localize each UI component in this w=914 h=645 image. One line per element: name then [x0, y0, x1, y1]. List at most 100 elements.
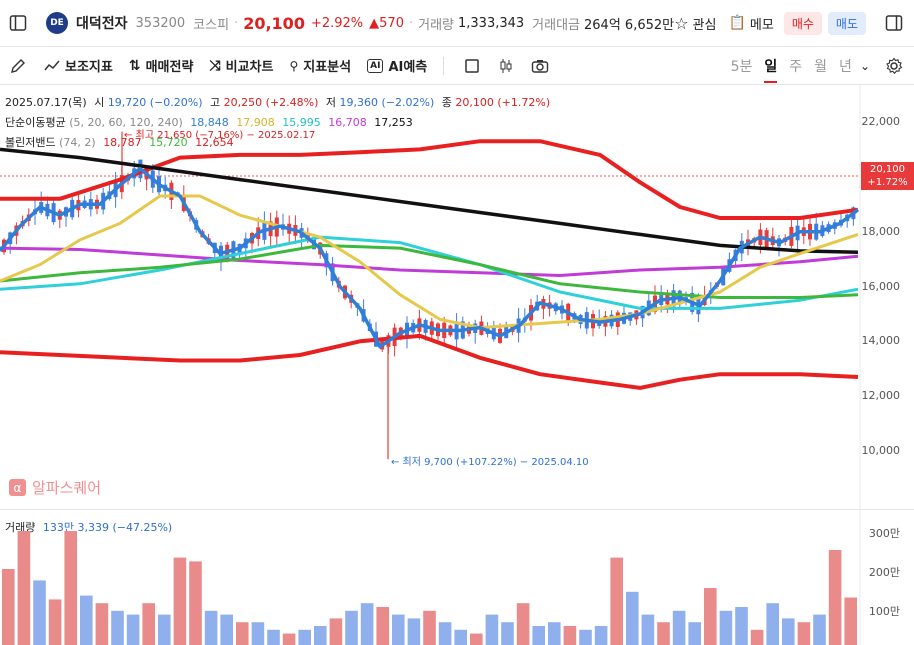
vol-tick-300: 300만	[868, 527, 900, 540]
amount-label: 거래대금	[532, 17, 581, 33]
volume-divider	[0, 509, 914, 510]
volume-bar	[220, 614, 233, 645]
indicators-label: 보조지표	[65, 60, 113, 75]
volume-bar	[438, 622, 452, 645]
top-bar: DE 대덕전자 353200 코스피 · 20,100 +2.92% ▲570 …	[0, 0, 914, 47]
volume-bar	[392, 614, 405, 645]
strategy-button[interactable]: ⇅ 매매전략	[128, 56, 194, 76]
volume-bar	[17, 531, 31, 645]
series-line-lower	[0, 333, 859, 390]
volume-bar	[329, 618, 343, 645]
volume-bar	[298, 629, 311, 645]
bb-label: 볼린저밴드	[5, 136, 56, 149]
bb-legend: 볼린저밴드 (74, 2) 18,787 15,720 12,654	[5, 134, 234, 150]
sidebar-toggle-icon[interactable]	[2, 7, 34, 39]
volume-bar	[236, 622, 249, 645]
memo-icon: 📋	[728, 15, 746, 31]
volume-bar	[454, 629, 467, 645]
buy-button[interactable]: 매수	[783, 11, 822, 35]
ai-button[interactable]: AI AI예측	[367, 56, 427, 75]
camera-icon[interactable]	[524, 50, 556, 82]
y-tick-label: 16,000	[861, 279, 901, 293]
change-amt: ▲570	[369, 15, 404, 31]
volume-bar	[423, 610, 436, 645]
volume-bar	[111, 610, 124, 645]
alpha-logo-icon: α	[9, 479, 26, 496]
open-label: 시	[94, 96, 105, 109]
volume-bar	[189, 561, 202, 645]
period-5min[interactable]: 5분	[730, 58, 753, 75]
volume-panel-value: 133만 3,339 (−47.25%)	[42, 521, 173, 534]
price-tag-price: 20,100	[870, 164, 905, 175]
volume-chart[interactable]	[0, 510, 914, 645]
y-tick-label: 18,000	[861, 224, 901, 238]
strategy-label: 매매전략	[145, 60, 194, 75]
volume-bar	[594, 626, 608, 645]
volume-bar	[828, 550, 842, 645]
binoculars-icon: ⚲	[289, 58, 299, 73]
volume-bar	[360, 603, 374, 645]
volume-bar	[719, 610, 733, 645]
volume-bar	[142, 603, 155, 645]
price-chart[interactable]	[0, 85, 914, 509]
ohlc-legend: 2025.07.17(목) 시 19,720 (−0.20%) 고 20,250…	[5, 94, 550, 110]
market-name: 코스피	[193, 17, 230, 33]
series-line-60	[0, 235, 859, 310]
period-day[interactable]: 일	[764, 56, 778, 83]
y-tick-label: 22,000	[861, 115, 901, 128]
candle-icon[interactable]	[490, 50, 522, 82]
low-label: 저	[325, 96, 337, 109]
ma-legend: 단순이동평균 (5, 20, 60, 120, 240) 18,848 17,9…	[5, 114, 413, 130]
divider	[443, 56, 445, 75]
y-tick-label: 12,000	[861, 389, 901, 403]
y-tick-label: 10,000	[861, 444, 901, 457]
legend-date: 2025.07.17(목)	[5, 96, 87, 109]
period-week[interactable]: 주	[789, 58, 803, 75]
compare-button[interactable]: ⤨ 비교차트	[209, 56, 273, 76]
volume-bar	[485, 614, 499, 645]
period-year[interactable]: 년	[839, 58, 852, 75]
stock-name: 대덕전자	[76, 16, 128, 32]
square-icon[interactable]	[456, 50, 488, 82]
volume-bar	[126, 614, 140, 645]
volume-bar	[158, 614, 171, 645]
current-price-tag: 20,100 +1.72%	[861, 162, 914, 190]
ma5-value: 18,848	[190, 116, 229, 129]
volume-bar	[204, 610, 218, 645]
volume-legend: 거래량 133만 3,339 (−47.25%)	[5, 519, 172, 535]
volume-bar	[80, 595, 93, 645]
volume-bar	[813, 614, 826, 645]
bb-lower-value: 12,654	[195, 136, 234, 149]
series-line-240	[0, 147, 859, 254]
sort-arrows-icon: ⇅	[128, 57, 141, 74]
chevron-down-icon[interactable]: ⌄	[859, 58, 870, 73]
volume-bar	[750, 629, 764, 645]
volume-bar	[626, 591, 639, 645]
memo-label: 메모	[749, 17, 774, 33]
ma20-value: 17,908	[236, 116, 275, 129]
sell-button[interactable]: 매도	[827, 11, 866, 35]
analysis-button[interactable]: ⚲ 지표분석	[289, 56, 352, 76]
volume-bar	[173, 557, 187, 645]
period-selector: 5분 일 주 월 년 ⌄	[719, 49, 914, 83]
amount-value: 264억 6,652만	[584, 17, 675, 33]
series-line-20	[0, 194, 859, 330]
volume-bar	[33, 580, 46, 645]
watermark-text: 알파스퀘어	[32, 479, 102, 497]
open-value: 19,720 (−0.20%)	[107, 96, 203, 109]
close-value: 20,100 (+1.72%)	[455, 96, 551, 109]
star-icon: ☆	[674, 13, 689, 33]
pencil-icon[interactable]	[2, 50, 34, 82]
memo-button[interactable]: 📋 메모	[728, 14, 773, 33]
volume-label: 거래량	[418, 17, 454, 33]
volume-bar	[688, 622, 701, 645]
panel-toggle-icon[interactable]	[878, 7, 910, 39]
high-value: 20,250 (+2.48%)	[223, 96, 319, 109]
period-month[interactable]: 월	[814, 58, 828, 75]
volume-bar	[64, 531, 77, 645]
analysis-label: 지표분석	[303, 60, 352, 75]
watch-button[interactable]: ☆ 관심	[674, 14, 716, 33]
indicators-button[interactable]: 보조지표	[44, 56, 113, 75]
settings-icon[interactable]	[878, 50, 910, 82]
close-label: 종	[441, 96, 452, 109]
